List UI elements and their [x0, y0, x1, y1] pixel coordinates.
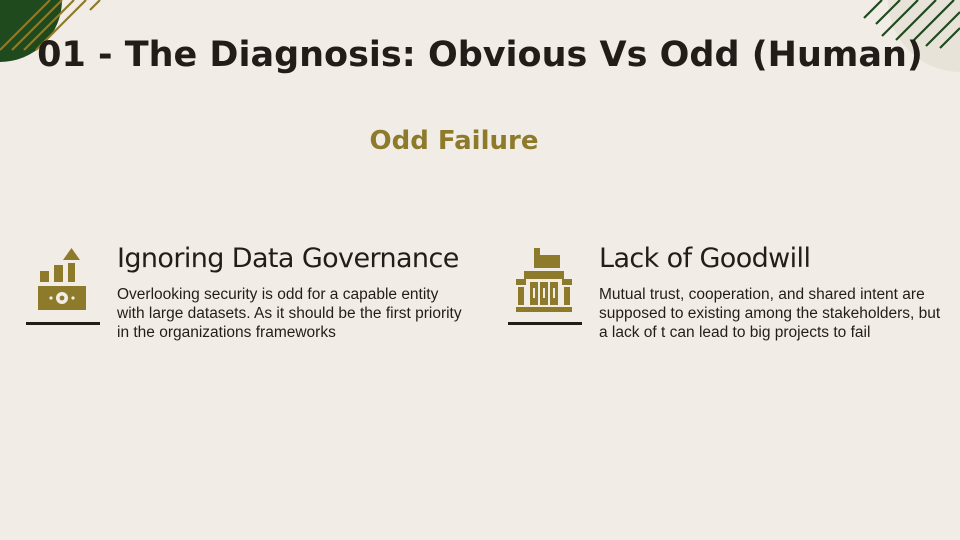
corner-decoration-right: [863, 0, 960, 72]
slide-subtitle: Odd Failure: [369, 126, 539, 156]
building-icon: [516, 248, 572, 312]
corner-decoration-left: [0, 0, 101, 62]
slide-title: 01 - The Diagnosis: Obvious Vs Odd (Huma…: [37, 35, 923, 75]
card-goodwill: Lack of Goodwill Mutual trust, cooperati…: [506, 240, 946, 380]
factory-growth-icon: [38, 248, 86, 310]
card-underline: [508, 322, 582, 325]
card-heading: Lack of Goodwill: [599, 243, 811, 274]
card-body: Overlooking security is odd for a capabl…: [117, 286, 462, 341]
card-heading: Ignoring Data Governance: [117, 243, 459, 274]
card-body: Mutual trust, cooperation, and shared in…: [599, 286, 941, 341]
card-data-governance: Ignoring Data Governance Overlooking sec…: [24, 240, 464, 380]
card-underline: [26, 322, 100, 325]
